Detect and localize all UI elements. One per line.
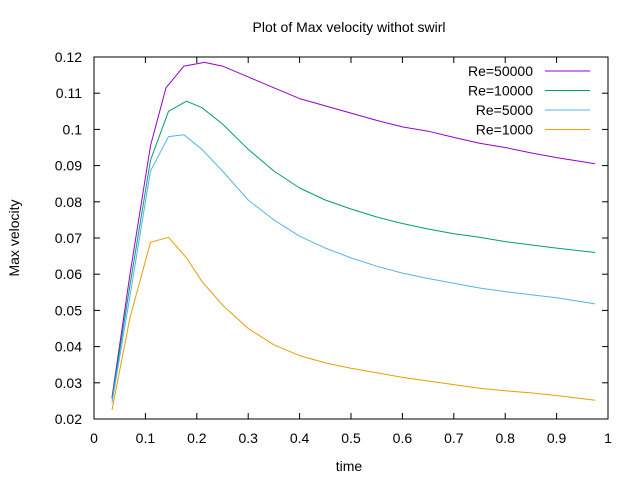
legend: Re=50000 Re=10000 Re=5000 Re=1000 [468, 63, 590, 138]
x-tick-label: 0.6 [393, 430, 413, 446]
y-tick-label: 0.09 [55, 158, 82, 174]
x-axis-ticks: 0 0.1 0.2 0.3 0.4 0.5 0.6 0.7 0.8 0.9 1 [90, 57, 612, 446]
y-tick-label: 0.06 [55, 266, 82, 282]
y-tick-label: 0.1 [63, 121, 83, 137]
y-axis-label: Max velocity [6, 199, 22, 276]
y-tick-label: 0.02 [55, 411, 82, 427]
series-line-re-10000 [111, 100, 596, 400]
x-tick-label: 0.5 [341, 430, 361, 446]
y-tick-label: 0.03 [55, 375, 82, 391]
x-tick-label: 0.9 [547, 430, 567, 446]
series-line-re-50000 [111, 61, 596, 398]
y-tick-label: 0.05 [55, 302, 82, 318]
x-tick-label: 0.1 [136, 430, 156, 446]
x-tick-label: 0.7 [444, 430, 464, 446]
y-tick-label: 0.11 [56, 85, 82, 101]
legend-label: Re=5000 [476, 102, 533, 118]
legend-label: Re=1000 [476, 122, 533, 138]
x-tick-label: 0.8 [495, 430, 515, 446]
x-tick-label: 1 [604, 430, 612, 446]
legend-label: Re=50000 [468, 63, 533, 79]
y-tick-label: 0.07 [55, 230, 82, 246]
x-axis-label: time [336, 458, 363, 474]
x-tick-label: 0 [90, 430, 98, 446]
x-tick-label: 0.3 [238, 430, 258, 446]
series-line-re-5000 [111, 134, 596, 403]
x-tick-label: 0.4 [290, 430, 310, 446]
y-tick-label: 0.12 [55, 49, 82, 65]
plot-frame [93, 56, 609, 420]
y-tick-label: 0.08 [55, 194, 82, 210]
series-line-re-1000 [111, 236, 596, 410]
legend-label: Re=10000 [468, 83, 533, 99]
y-tick-label: 0.04 [55, 339, 82, 355]
chart-title: Plot of Max velocity withot swirl [253, 19, 446, 35]
x-tick-label: 0.2 [187, 430, 207, 446]
series-lines [111, 61, 596, 410]
